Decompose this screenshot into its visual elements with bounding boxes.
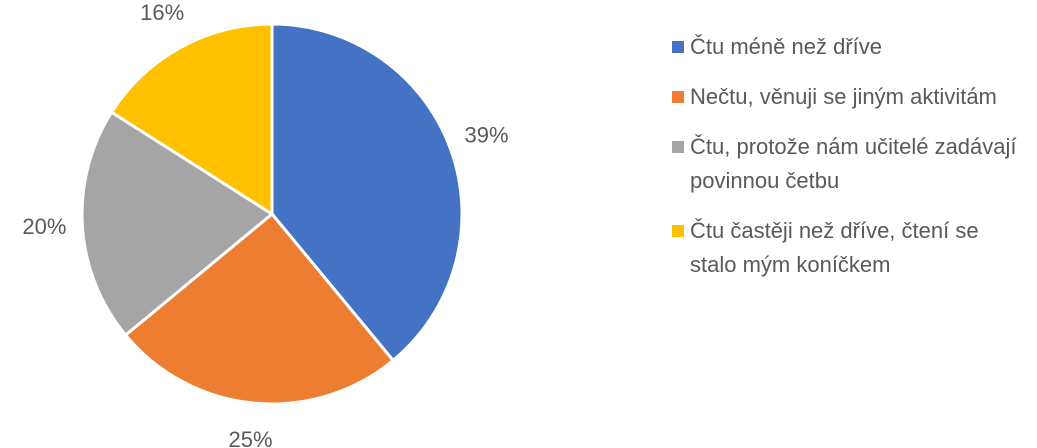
- legend-swatch: [672, 41, 684, 53]
- data-label: 25%: [229, 427, 273, 448]
- legend-entry: Čtu méně než dříve: [668, 30, 1030, 64]
- legend-entry: Čtu, protože nám učitelé zadávají povinn…: [668, 130, 1030, 198]
- legend-label: Nečtu, věnuji se jiným aktivitám: [690, 84, 997, 109]
- data-label: 16%: [140, 0, 184, 25]
- legend-entry: Nečtu, věnuji se jiným aktivitám: [668, 80, 1030, 114]
- legend-label: Čtu, protože nám učitelé zadávají povinn…: [690, 134, 1017, 193]
- legend-swatch: [672, 225, 684, 237]
- legend-label: Čtu méně než dříve: [690, 34, 882, 59]
- legend: Čtu méně než dříve Nečtu, věnuji se jiným…: [668, 30, 1028, 298]
- pie-slice: [270, 22, 464, 363]
- data-label: 20%: [22, 214, 66, 239]
- chart: 39% 25% 20% 16%: [22, 0, 508, 448]
- pie-slice: [80, 110, 275, 338]
- legend-swatch: [672, 141, 684, 153]
- legend-label: Čtu častěji než dříve, čtení se stalo mý…: [690, 218, 979, 277]
- pie-slice: [109, 22, 274, 217]
- legend-swatch: [672, 91, 684, 103]
- pie-slice: [123, 211, 396, 406]
- legend-entry: Čtu častěji než dříve, čtení se stalo mý…: [668, 214, 1030, 282]
- data-label: 39%: [464, 123, 508, 148]
